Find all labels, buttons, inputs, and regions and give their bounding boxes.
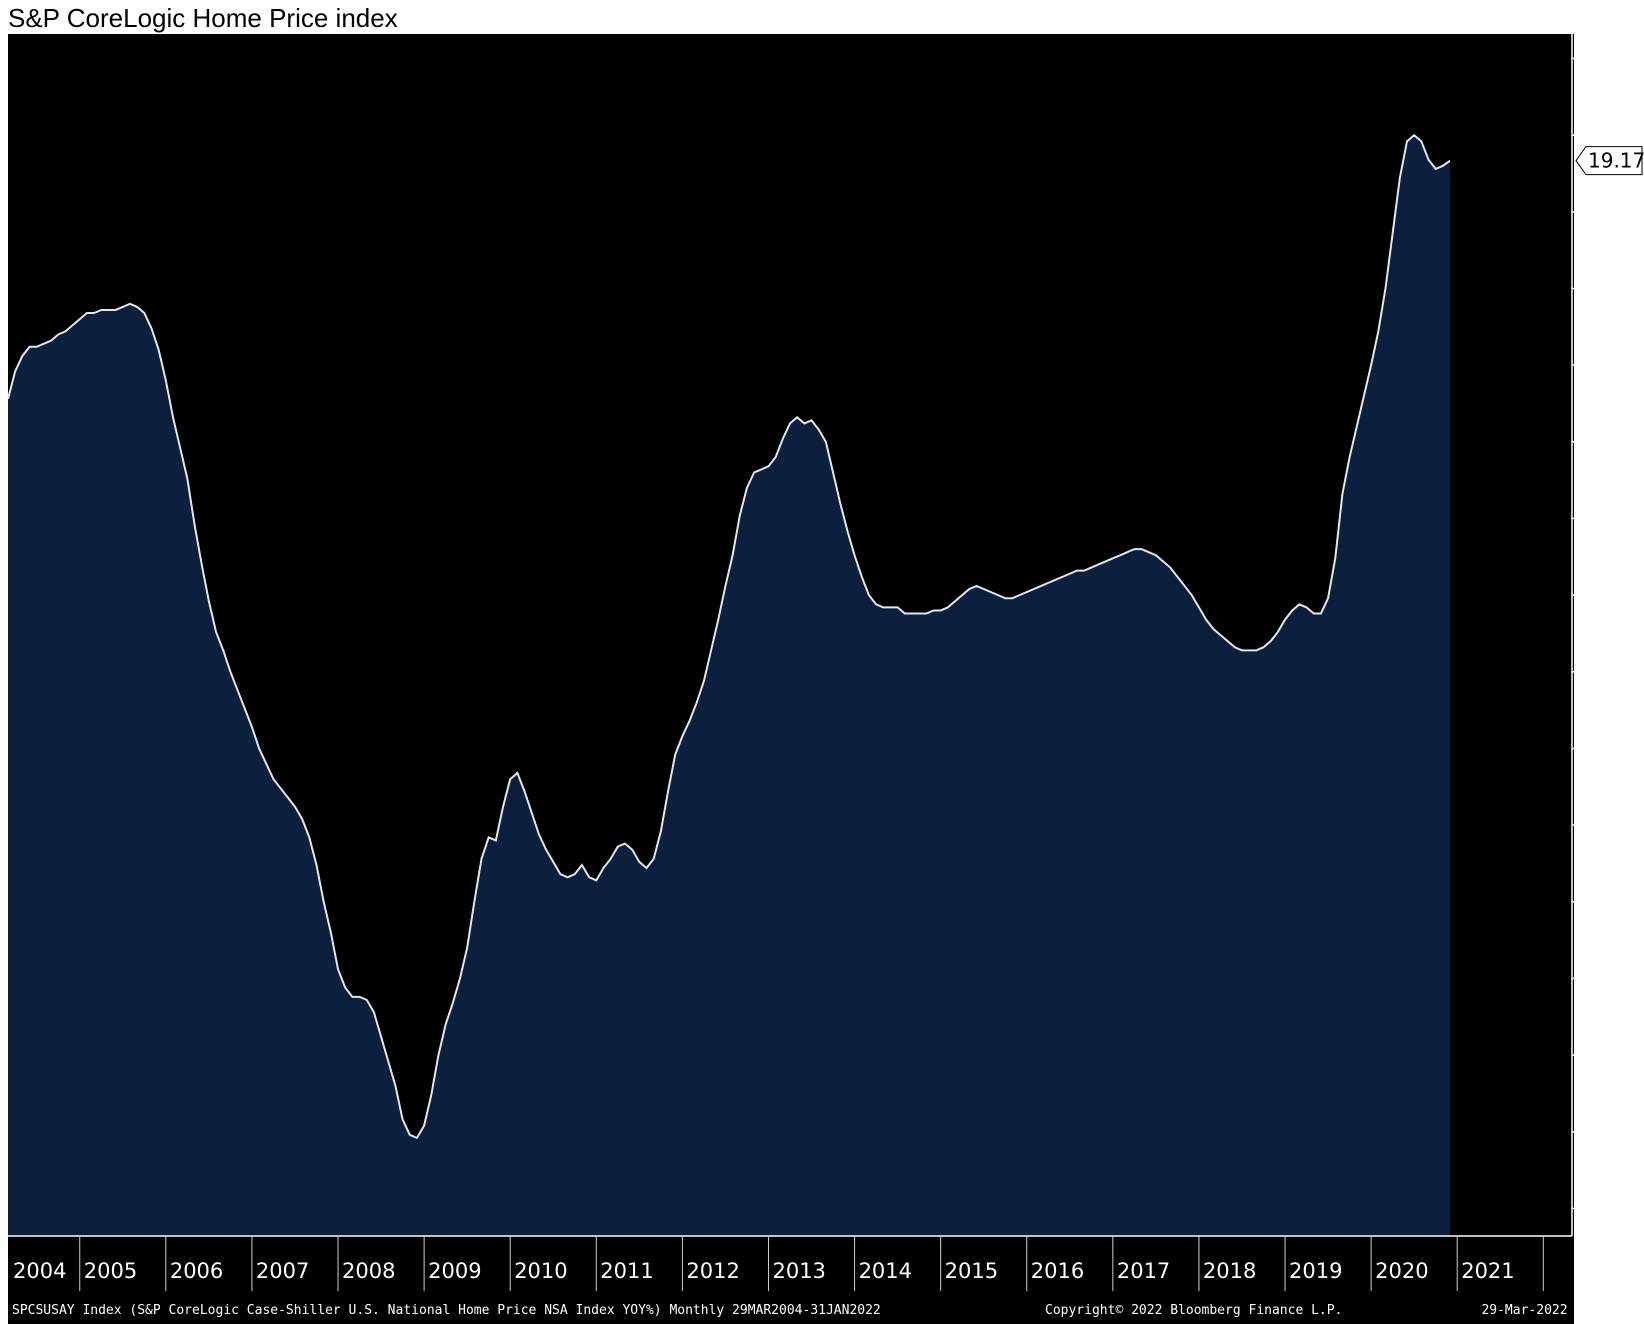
y-tick-label: 15	[1582, 277, 1607, 301]
x-tick-label: 2005	[84, 1259, 137, 1283]
x-tick-label: 2018	[1203, 1259, 1256, 1283]
last-value-marker	[1575, 146, 1643, 176]
x-tick-label: 2009	[428, 1259, 481, 1283]
x-tick-label: 2011	[600, 1259, 653, 1283]
footer-source-text: SPCSUSAY Index (S&P CoreLogic Case-Shill…	[12, 1303, 881, 1318]
x-tick-label: 2019	[1289, 1259, 1342, 1283]
x-tick-label: 2013	[772, 1259, 825, 1283]
x-tick-label: 2008	[342, 1259, 395, 1283]
y-tick-label: 10	[1582, 430, 1607, 454]
y-tick-label: -10	[1582, 1043, 1615, 1067]
x-tick-label: 2021	[1461, 1259, 1514, 1283]
x-tick-label: 2012	[686, 1259, 739, 1283]
x-tick-label: 2007	[256, 1259, 309, 1283]
y-tick-label: 0	[1582, 736, 1595, 760]
x-tick-label: 2017	[1117, 1259, 1170, 1283]
footer-timestamp-text: 29-Mar-2022 09:57:46	[1481, 1303, 1638, 1318]
chart-area: -15 -10 -5 0 5 10 15 20 2004 2005 2006 2007 2008 2009…	[0, 34, 1644, 1324]
series-area	[8, 135, 1451, 1237]
x-tick-label: 2016	[1031, 1259, 1084, 1283]
y-tick-label: 5	[1582, 583, 1595, 607]
footer-copyright-text: Copyright© 2022 Bloomberg Finance L.P.	[1045, 1303, 1342, 1318]
x-tick-label: 2020	[1375, 1259, 1428, 1283]
y-tick-label: 20	[1582, 123, 1607, 147]
page-title: S&P CoreLogic Home Price index	[8, 3, 398, 33]
x-tick-label: 2006	[170, 1259, 223, 1283]
y-tick-label: -15	[1582, 1196, 1615, 1220]
x-tick-label: 2004	[13, 1259, 66, 1283]
series-line	[7, 133, 1451, 1140]
chart-svg: -15 -10 -5 0 5 10 15 20 2004 2005 2006 2007 2008 2009…	[7, 34, 1644, 1324]
x-tick-label: 2014	[859, 1259, 912, 1283]
x-tick-label: 2015	[945, 1259, 998, 1283]
y-tick-label: -5	[1582, 890, 1602, 914]
x-tick-label: 2010	[514, 1259, 567, 1283]
last-value-label: 19.17	[1588, 149, 1644, 173]
